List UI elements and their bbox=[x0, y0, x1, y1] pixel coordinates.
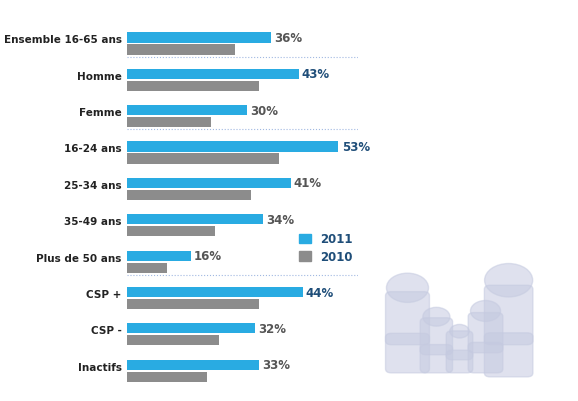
Text: 33%: 33% bbox=[262, 358, 290, 371]
Bar bbox=[127, 118, 211, 128]
Text: 36%: 36% bbox=[274, 32, 302, 45]
Bar bbox=[127, 251, 191, 261]
Bar bbox=[127, 154, 279, 164]
Bar bbox=[127, 45, 235, 55]
Bar bbox=[127, 178, 291, 188]
Text: 32%: 32% bbox=[258, 322, 286, 335]
Bar bbox=[127, 81, 259, 92]
Text: 30%: 30% bbox=[250, 104, 278, 117]
Bar bbox=[127, 263, 167, 273]
Text: 34%: 34% bbox=[266, 213, 294, 226]
Bar bbox=[127, 372, 207, 382]
Bar bbox=[127, 324, 255, 334]
Bar bbox=[127, 69, 299, 80]
Bar bbox=[127, 299, 259, 309]
Bar bbox=[127, 215, 262, 225]
Legend: 2011, 2010: 2011, 2010 bbox=[299, 233, 353, 263]
Bar bbox=[127, 190, 251, 200]
Bar bbox=[127, 287, 302, 298]
Bar bbox=[127, 106, 247, 116]
Text: 53%: 53% bbox=[342, 141, 370, 154]
Text: 43%: 43% bbox=[302, 68, 330, 81]
Text: 44%: 44% bbox=[306, 286, 334, 299]
Text: 41%: 41% bbox=[294, 177, 322, 190]
Bar bbox=[127, 336, 219, 346]
Text: 16%: 16% bbox=[194, 249, 223, 263]
Bar bbox=[127, 33, 271, 43]
Bar bbox=[127, 360, 259, 370]
Bar bbox=[127, 142, 339, 152]
Bar bbox=[127, 227, 215, 237]
